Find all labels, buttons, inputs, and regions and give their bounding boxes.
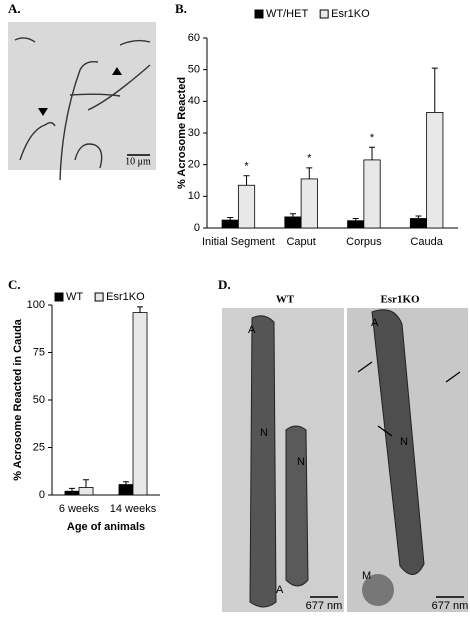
error-bar	[306, 167, 313, 179]
structure-label: N	[400, 436, 408, 448]
legend-swatch	[319, 9, 329, 19]
image-title: Esr1KO	[380, 294, 420, 306]
y-axis-title: % Acrosome Reacted in Cauda	[12, 318, 24, 480]
y-tick-label: 100	[27, 299, 45, 311]
legend-label: WT	[66, 291, 83, 303]
error-bar	[137, 306, 144, 313]
structure-label: A	[371, 317, 379, 329]
image-background	[8, 22, 156, 170]
bar	[132, 312, 148, 496]
error-bar	[289, 213, 296, 217]
legend-swatch	[54, 292, 64, 302]
x-axis-title: Age of animals	[67, 521, 145, 533]
bar	[118, 484, 134, 496]
scale-bar-label: 677 nm	[306, 600, 343, 612]
x-tick-label: Initial Segment	[202, 236, 275, 248]
legend-label: Esr1KO	[331, 8, 370, 20]
error-bar	[122, 481, 129, 485]
y-tick-label: 40	[188, 95, 200, 107]
bar	[300, 178, 318, 229]
y-tick-label: 50	[33, 394, 45, 406]
bar	[237, 184, 256, 229]
structure-label: N	[260, 427, 268, 439]
y-tick-label: 0	[194, 222, 200, 234]
image-title: WT	[276, 294, 295, 306]
significance-marker: *	[307, 153, 312, 165]
bar	[347, 220, 365, 229]
micrograph-d: WT Esr1KO A N N A A N M 677 nm 677 nm	[222, 294, 468, 612]
legend-label: Esr1KO	[106, 291, 145, 303]
y-axis-title: % Acrosome Reacted	[176, 77, 188, 189]
error-bar	[68, 487, 75, 492]
structure-label: M	[362, 570, 371, 582]
error-bar	[352, 218, 359, 221]
micrograph-a: 10 μm	[8, 22, 156, 181]
scale-bar-label: 10 μm	[125, 156, 151, 167]
scale-bar-label: 677 nm	[432, 600, 469, 612]
bar	[78, 486, 94, 496]
structure-label: A	[248, 324, 256, 336]
error-bar	[227, 217, 234, 221]
panel-label: B.	[175, 1, 187, 16]
panel-label: D.	[218, 277, 231, 292]
y-tick-label: 30	[188, 127, 200, 139]
x-tick-label: Corpus	[346, 236, 382, 248]
x-tick-label: 6 weeks	[59, 503, 100, 515]
x-tick-label: 14 weeks	[110, 503, 157, 515]
legend-swatch	[254, 9, 264, 19]
y-tick-label: 25	[33, 441, 45, 453]
bar	[426, 112, 444, 229]
significance-marker: *	[244, 161, 249, 173]
error-bar	[369, 146, 376, 160]
bar	[221, 219, 239, 229]
x-tick-label: Cauda	[410, 236, 443, 248]
bar	[363, 159, 381, 229]
bar	[64, 490, 80, 496]
structure-label: A	[276, 584, 284, 596]
y-tick-label: 0	[39, 489, 45, 501]
error-bar	[431, 67, 438, 113]
error-bar	[83, 479, 90, 488]
legend-label: WT/HET	[266, 8, 308, 20]
y-tick-label: 10	[188, 190, 200, 202]
bar	[284, 216, 302, 229]
y-tick-label: 60	[188, 32, 200, 44]
y-tick-label: 20	[188, 159, 200, 171]
y-tick-label: 75	[33, 346, 45, 358]
structure-label: N	[297, 456, 305, 468]
panel-label: C.	[8, 277, 21, 292]
legend-swatch	[94, 292, 104, 302]
error-bar	[243, 175, 250, 186]
x-tick-label: Caput	[286, 236, 315, 248]
significance-marker: *	[370, 132, 375, 144]
bar	[409, 218, 428, 229]
y-tick-label: 50	[188, 64, 200, 76]
panel-label: A.	[8, 1, 21, 16]
error-bar	[415, 215, 422, 219]
